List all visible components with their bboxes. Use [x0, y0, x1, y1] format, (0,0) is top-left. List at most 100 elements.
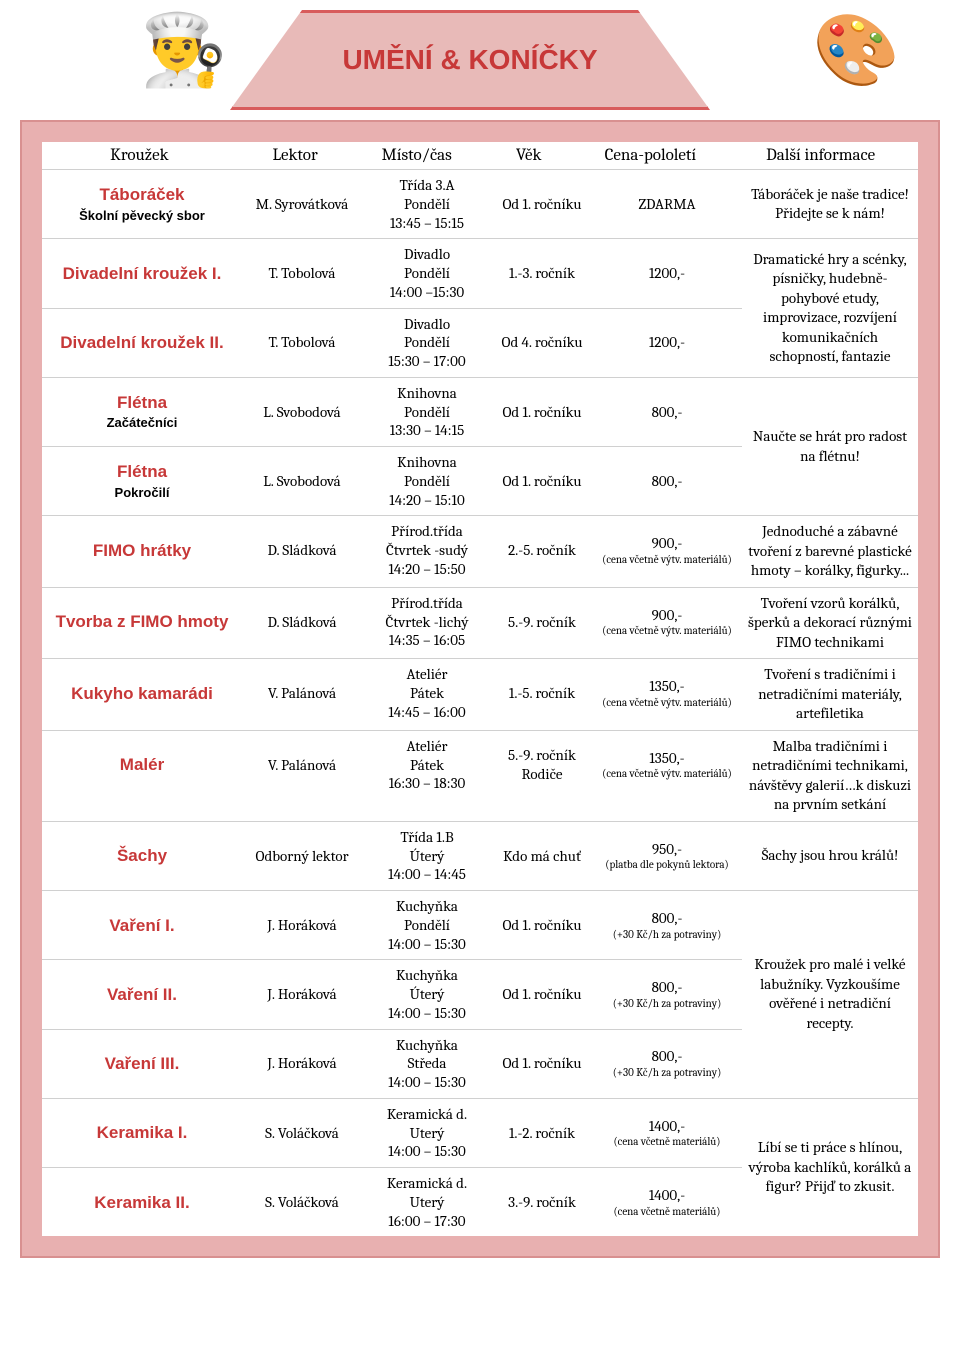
table-group: ☆Šachy Odborný lektorTřída 1.BÚterý14:00 …: [42, 821, 918, 890]
cell-lektor: T. Tobolová: [242, 309, 362, 377]
cell-misto: KuchyňkaPondělí14:00 – 15:30: [362, 891, 492, 959]
title-trapezoid: UMĚNÍ & KONÍČKY: [230, 10, 710, 110]
cell-cena: 1200,-: [592, 309, 742, 377]
cell-misto: KuchyňkaStředa14:00 – 15:30: [362, 1030, 492, 1098]
table-row: Flétna Pokročilí L. SvobodováKnihovnaPondě…: [42, 446, 742, 515]
cell-misto: Přírod.třídaČtvrtek -lichý14:35 – 16:05: [362, 588, 492, 656]
club-name: Tvorba z FIMO hmoty: [56, 611, 229, 632]
club-name: Kukyho kamarádi: [71, 683, 213, 704]
cell-vek: 5.-9. ročník: [492, 588, 592, 656]
cell-misto: Třída 1.BÚterý14:00 – 14:45: [362, 822, 492, 890]
cell-vek: Od 4. ročníku: [492, 309, 592, 377]
cell-vek: Od 1. ročníku: [492, 378, 592, 446]
cell-misto: DivadloPondělí14:00 –15:30: [362, 239, 492, 307]
table-group: Kukyho kamarádi V. PalánováAteliérPátek14…: [42, 658, 918, 730]
cell-cena: 1400,-(cena včetně materiálů): [592, 1168, 742, 1236]
cell-club: Flétna Pokročilí: [42, 447, 242, 515]
cell-lektor: J. Horáková: [242, 960, 362, 1028]
cell-club: Malér: [42, 731, 242, 799]
chef-icon: 👨‍🍳: [140, 10, 227, 92]
cell-cena: 1350,-(cena včetně výtv. materiálů): [592, 731, 742, 799]
cell-club: FlétnaZačátečníci: [42, 378, 242, 446]
cell-cena: 1200,-: [592, 239, 742, 307]
cell-lektor: Odborný lektor: [242, 822, 362, 890]
cell-info: Tvoření s tradičními i netradičními mate…: [742, 659, 918, 730]
club-name: Divadelní kroužek I.: [63, 263, 222, 284]
cell-misto: KuchyňkaÚterý14:00 – 15:30: [362, 960, 492, 1028]
th-name: Kroužek: [42, 146, 237, 165]
th-info: Další informace: [723, 146, 918, 165]
cell-lektor: J. Horáková: [242, 1030, 362, 1098]
cell-cena: ZDARMA: [592, 170, 742, 238]
cell-misto: KnihovnaPondělí14:20 – 15:10: [362, 447, 492, 515]
cell-cena: 800,-: [592, 378, 742, 446]
cell-info: Malba tradičními i netradičními technika…: [742, 731, 918, 821]
clubs-table: Kroužek Lektor Místo/čas Věk Cena-polole…: [42, 142, 918, 1236]
page-title: UMĚNÍ & KONÍČKY: [342, 44, 597, 76]
header-banner: 👨‍🍳 UMĚNÍ & KONÍČKY 🎨: [0, 0, 960, 120]
cell-club: Keramika I.: [42, 1099, 242, 1167]
cell-cena: 900,-(cena včetně výtv. materiálů): [592, 588, 742, 656]
cell-vek: Od 1. ročníku: [492, 891, 592, 959]
table-row: FlétnaZačátečníciL. SvobodováKnihovnaPon…: [42, 378, 742, 446]
club-name: Vaření II.: [107, 984, 177, 1005]
cell-cena: 800,-(+30 Kč/h za potraviny): [592, 1030, 742, 1098]
cell-info: Líbí se ti práce s hlínou, výroba kachlí…: [742, 1099, 918, 1237]
cell-lektor: D. Sládková: [242, 516, 362, 584]
cell-club: FIMO hrátky: [42, 516, 242, 584]
club-name: Malér: [120, 754, 164, 775]
cell-misto: Třída 3.APondělí13:45 – 15:15: [362, 170, 492, 238]
cell-lektor: M. Syrovátková: [242, 170, 362, 238]
cell-club: ☆Šachy: [42, 822, 242, 890]
table-group: FIMO hrátkyD. SládkováPřírod.třídaČtvrte…: [42, 515, 918, 587]
cell-cena: 1350,-(cena včetně výtv. materiálů): [592, 659, 742, 727]
cell-lektor: V. Palánová: [242, 731, 362, 799]
cell-lektor: L. Svobodová: [242, 447, 362, 515]
cell-info: Jednoduché a zábavné tvoření z barevné p…: [742, 516, 918, 587]
cell-misto: Keramická d.Uterý14:00 – 15:30: [362, 1099, 492, 1167]
cell-club: Vaření I.: [42, 891, 242, 959]
cell-info: Dramatické hry a scénky, písničky, hudeb…: [742, 239, 918, 377]
cell-vek: 5.-9. ročník Rodiče: [492, 731, 592, 799]
table-group: FlétnaZačátečníciL. SvobodováKnihovnaPon…: [42, 377, 918, 516]
club-name: Divadelní kroužek II.: [60, 332, 223, 353]
cell-lektor: T. Tobolová: [242, 239, 362, 307]
cell-vek: Od 1. ročníku: [492, 170, 592, 238]
table-row: FIMO hrátkyD. SládkováPřírod.třídaČtvrte…: [42, 516, 742, 584]
th-lektor: Lektor: [237, 146, 354, 165]
club-subtitle: Školní pěvecký sbor: [79, 208, 205, 224]
club-name: ☆Šachy: [117, 845, 167, 866]
table-row: Vaření I. J. HorákováKuchyňkaPondělí14:00…: [42, 891, 742, 959]
cell-lektor: J. Horáková: [242, 891, 362, 959]
table-group: Keramika I.S. VoláčkováKeramická d.Uterý…: [42, 1098, 918, 1237]
table-row: ☆Šachy Odborný lektorTřída 1.BÚterý14:00 …: [42, 822, 742, 890]
cell-cena: 1400,-(cena včetně materiálů): [592, 1099, 742, 1167]
th-vek: Věk: [480, 146, 577, 165]
cell-cena: 800,-(+30 Kč/h za potraviny): [592, 891, 742, 959]
cell-vek: 1.-2. ročník: [492, 1099, 592, 1167]
table-body: TáboráčekŠkolní pěvecký sborM. Syrovátko…: [42, 169, 918, 1236]
cell-vek: Od 1. ročníku: [492, 1030, 592, 1098]
cell-club: Kukyho kamarádi: [42, 659, 242, 727]
table-group: TáboráčekŠkolní pěvecký sborM. Syrovátko…: [42, 169, 918, 238]
content-box: Kroužek Lektor Místo/čas Věk Cena-polole…: [20, 120, 940, 1258]
club-subtitle: Pokročilí: [115, 485, 170, 501]
cell-lektor: V. Palánová: [242, 659, 362, 727]
cell-club: TáboráčekŠkolní pěvecký sbor: [42, 170, 242, 238]
cell-cena: 900,-(cena včetně výtv. materiálů): [592, 516, 742, 584]
cell-info: Tvoření vzorů korálků, šperků a dekorací…: [742, 588, 918, 659]
cell-misto: AteliérPátek14:45 – 16:00: [362, 659, 492, 727]
cell-club: Tvorba z FIMO hmoty: [42, 588, 242, 656]
club-name: Flétna: [117, 461, 167, 482]
club-name: Keramika II.: [94, 1192, 189, 1213]
th-cena: Cena-pololetí: [577, 146, 723, 165]
club-name: Vaření I.: [109, 915, 174, 936]
cell-cena: 800,-(+30 Kč/h za potraviny): [592, 960, 742, 1028]
cell-cena: 950,-(platba dle pokynů lektora): [592, 822, 742, 890]
table-group: MalérV. PalánováAteliérPátek16:30 – 18:3…: [42, 730, 918, 821]
cell-club: Keramika II.: [42, 1168, 242, 1236]
cell-misto: KnihovnaPondělí13:30 – 14:15: [362, 378, 492, 446]
cell-vek: Od 1. ročníku: [492, 447, 592, 515]
cell-lektor: L. Svobodová: [242, 378, 362, 446]
cell-club: Divadelní kroužek I.: [42, 239, 242, 307]
